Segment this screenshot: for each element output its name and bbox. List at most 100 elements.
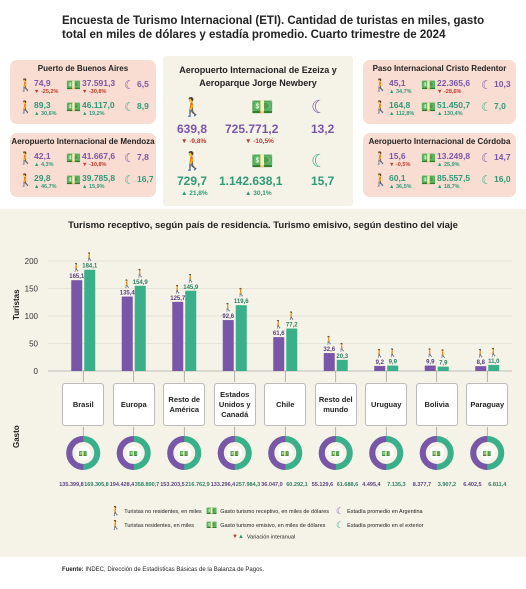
donut-receptive xyxy=(66,436,84,470)
walking-person-icon: 🚶 xyxy=(373,78,388,92)
bar-value-label: 32,6 xyxy=(323,347,335,353)
card-ezeiza-aeroparque: Aeropuerto Internacional de Ezeiza y Aer… xyxy=(163,56,353,206)
tourists-value: 639,8 xyxy=(177,122,208,136)
money-icon: 💵 xyxy=(331,450,340,458)
walking-person-icon: 🚶 xyxy=(18,78,33,92)
bar-emissive xyxy=(235,305,247,371)
stay-value: 15,7 xyxy=(311,174,335,188)
walking-person-icon: 🚶 xyxy=(181,151,204,171)
tourists-value: 60,1 xyxy=(389,173,406,183)
gasto-emissive-value: 257.984,3 xyxy=(235,482,261,488)
donut-center xyxy=(429,446,444,460)
bar-value-label: 20,3 xyxy=(336,354,348,360)
category-label: Brasil xyxy=(62,383,105,426)
bar-receptive xyxy=(172,301,184,371)
gasto-emissive-value: 61.688,6 xyxy=(336,482,359,488)
stay-value: 6,5 xyxy=(137,79,149,89)
moon-icon: ☾ xyxy=(481,173,492,187)
variation: ▼ -10,8% xyxy=(82,162,107,168)
money-icon: 💵 xyxy=(483,450,492,458)
walking-person-icon: 🚶 xyxy=(373,100,388,114)
donut-center xyxy=(379,446,394,460)
donut-center xyxy=(126,446,141,460)
stay-value: 8,9 xyxy=(137,101,149,111)
variation: ▲ 34,7% xyxy=(389,89,412,95)
card-paso-cristo-redentor: Paso Internacional Cristo Redentor 🚶 45,1… xyxy=(363,60,516,124)
card-aeropuerto-mendoza: Aeropuerto Internacional de Mendoza 🚶 42,… xyxy=(10,133,156,197)
bar-value-label: 7,9 xyxy=(439,361,448,367)
money-icon: 💵 xyxy=(421,100,436,114)
variation: ▼ -9,8% xyxy=(181,138,207,145)
money-icon: 💵 xyxy=(421,173,436,187)
category-label: Resto de América xyxy=(163,383,206,426)
walking-person-icon: 🚶 xyxy=(110,520,122,530)
card-puerto-buenos-aires: Puerto de Buenos Aires 🚶 74,9 ▼ -25,2% 💵 37… xyxy=(10,60,156,124)
legend-item: ▼▲ Variación interanual xyxy=(232,534,296,541)
bar-value-label: 92,6 xyxy=(222,314,234,320)
variation: ▲ 4,3% xyxy=(34,162,54,168)
variation: ▲ 25,9% xyxy=(437,162,460,168)
variation: ▲ 112,8% xyxy=(389,111,415,117)
gasto-receptive-value: 135.399,8 xyxy=(59,482,84,488)
bar-receptive xyxy=(424,365,436,371)
moon-icon: ☾ xyxy=(124,151,135,165)
donut-receptive xyxy=(419,436,438,470)
page-title: Encuesta de Turismo Internacional (ETI).… xyxy=(62,15,485,41)
bar-receptive xyxy=(323,353,335,371)
money-icon: 💵 xyxy=(79,450,88,458)
variation: ▲ 15,9% xyxy=(82,184,105,190)
bar-receptive xyxy=(121,296,133,371)
variation: ▲ 36,5% xyxy=(389,184,412,190)
stay-value: 7,0 xyxy=(494,101,506,111)
card-title: Paso Internacional Cristo Redentor xyxy=(372,64,507,73)
spending-value: 37.591,3 xyxy=(82,78,116,88)
stay-value: 14,7 xyxy=(494,152,511,162)
variation: ▲ 30,6% xyxy=(34,111,57,117)
spending-value: 22.365,6 xyxy=(437,78,471,88)
bar-value-label: 9,9 xyxy=(389,360,398,366)
walking-person-icon: 🚶 xyxy=(476,348,486,358)
tourists-value: 29,8 xyxy=(34,173,51,183)
donut-center xyxy=(227,446,242,460)
walking-person-icon: 🚶 xyxy=(425,348,435,358)
stay-value: 10,3 xyxy=(494,79,511,89)
y-tick-label: 100 xyxy=(25,312,39,321)
gasto-emissive-value: 7.135,3 xyxy=(387,482,406,488)
tourists-value: 729,7 xyxy=(177,174,208,188)
gasto-receptive-value: 4.495,4 xyxy=(362,482,381,488)
money-icon: 💵 xyxy=(251,151,274,171)
tourists-value: 164,8 xyxy=(389,100,411,110)
variation: ▼ -28,6% xyxy=(437,89,462,95)
walking-person-icon: 🚶 xyxy=(388,348,398,358)
tourists-value: 74,9 xyxy=(34,78,51,88)
moon-icon: ☾ xyxy=(336,520,345,530)
moon-icon: ☾ xyxy=(481,78,492,92)
spending-value: 13.249,8 xyxy=(437,151,471,161)
gasto-emissive-value: 169.305,8 xyxy=(84,482,109,488)
y-tick-label: 0 xyxy=(34,367,39,376)
stay-value: 7,8 xyxy=(137,152,149,162)
gasto-emissive-value: 6.811,4 xyxy=(488,482,507,488)
moon-icon: ☾ xyxy=(124,100,135,114)
gasto-emissive-value: 60.292,1 xyxy=(286,482,308,488)
bar-value-label: 135,4 xyxy=(120,291,136,297)
walking-person-icon: 🚶 xyxy=(287,311,297,321)
category-label: Europa xyxy=(112,383,155,426)
source-note: Fuente: INDEC, Dirección de Estadísticas… xyxy=(62,567,265,573)
bar-receptive xyxy=(475,366,487,371)
bar-emissive xyxy=(134,285,146,371)
bar-value-label: 11,0 xyxy=(488,359,500,365)
donut-receptive xyxy=(268,436,286,470)
chart-title: Turismo receptivo, según país de residen… xyxy=(68,220,458,231)
donut-center xyxy=(328,446,343,460)
walking-person-icon: 🚶 xyxy=(135,268,145,278)
variation: ▲ 130,4% xyxy=(437,111,463,117)
bar-emissive xyxy=(387,365,399,371)
bar-value-label: 9,2 xyxy=(376,360,385,366)
y-tick-label: 200 xyxy=(25,257,39,266)
bar-emissive xyxy=(84,269,96,371)
money-icon: 💵 xyxy=(421,151,436,165)
spending-value: 85.557,5 xyxy=(437,173,471,183)
stay-value: 16,7 xyxy=(137,174,154,184)
money-icon: 💵 xyxy=(281,450,290,458)
